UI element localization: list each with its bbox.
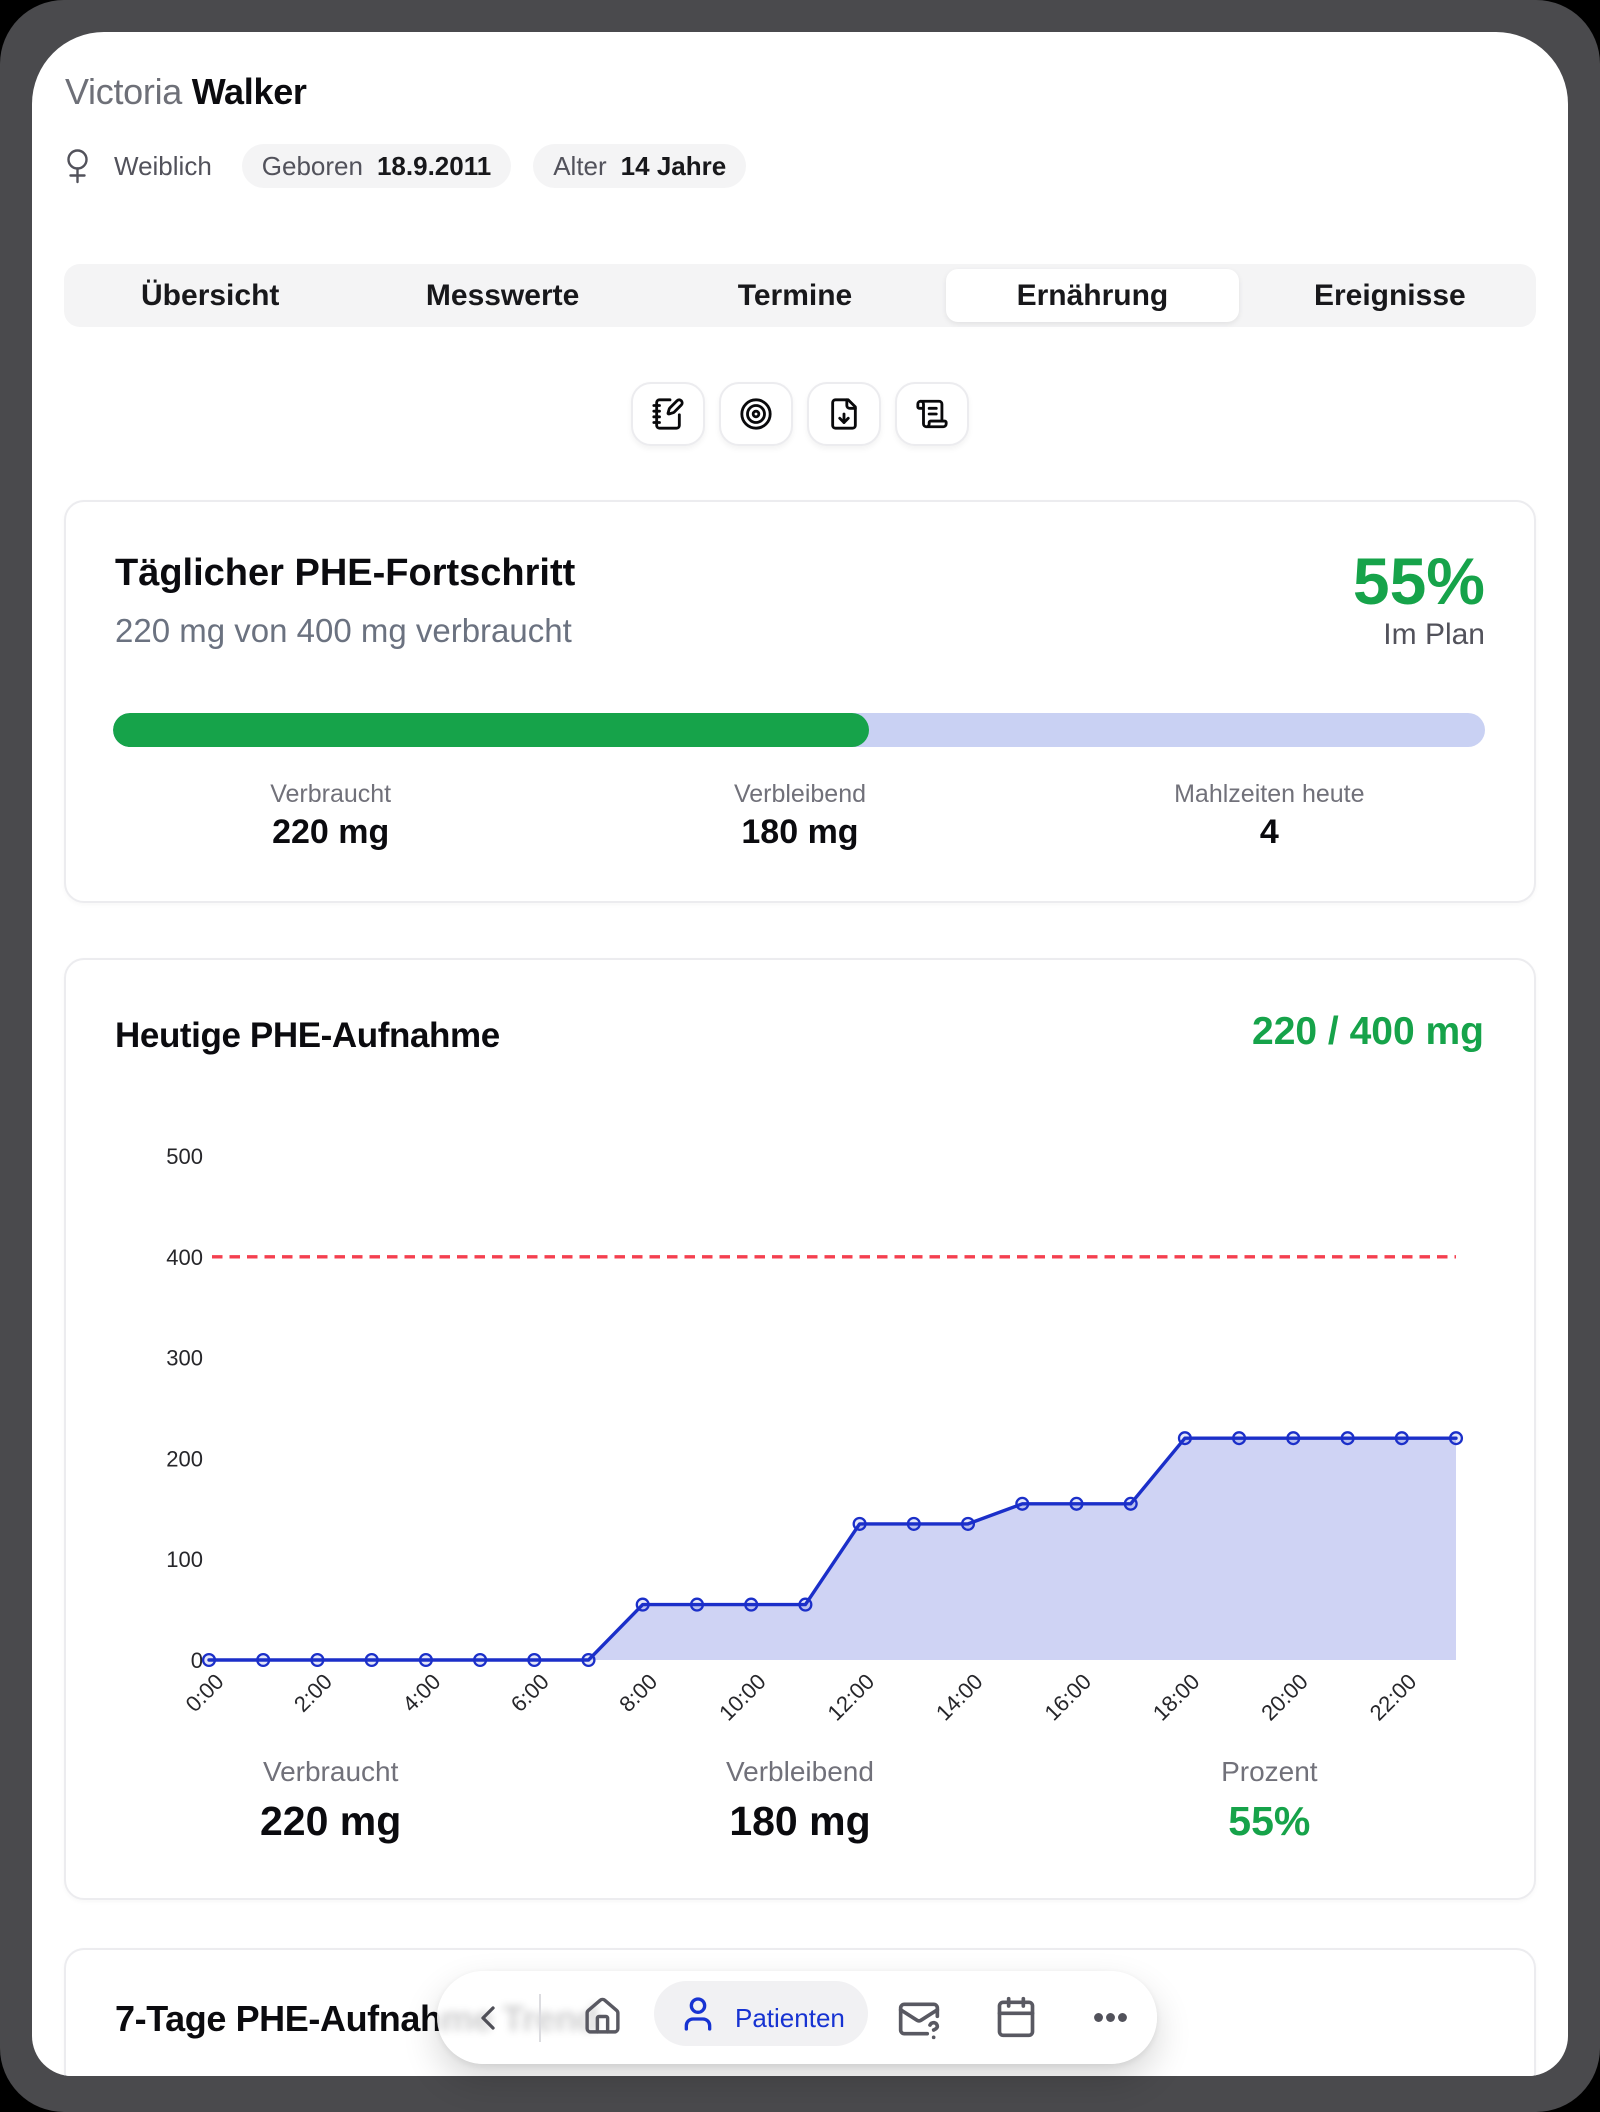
svg-text:300: 300: [166, 1346, 203, 1371]
svg-text:22:00: 22:00: [1365, 1669, 1422, 1726]
svg-text:0:00: 0:00: [181, 1669, 229, 1717]
svg-text:16:00: 16:00: [1039, 1669, 1096, 1726]
svg-text:0: 0: [191, 1648, 203, 1673]
svg-text:18:00: 18:00: [1148, 1669, 1205, 1726]
svg-text:100: 100: [166, 1547, 203, 1572]
svg-text:4:00: 4:00: [397, 1669, 445, 1717]
svg-text:2:00: 2:00: [289, 1669, 337, 1717]
svg-text:200: 200: [166, 1446, 203, 1471]
svg-text:8:00: 8:00: [614, 1669, 662, 1717]
svg-text:6:00: 6:00: [506, 1669, 554, 1717]
svg-text:20:00: 20:00: [1256, 1669, 1313, 1726]
svg-text:500: 500: [166, 1144, 203, 1169]
svg-text:14:00: 14:00: [931, 1669, 988, 1726]
svg-text:10:00: 10:00: [714, 1669, 771, 1726]
svg-text:400: 400: [166, 1245, 203, 1270]
svg-text:12:00: 12:00: [823, 1669, 880, 1726]
